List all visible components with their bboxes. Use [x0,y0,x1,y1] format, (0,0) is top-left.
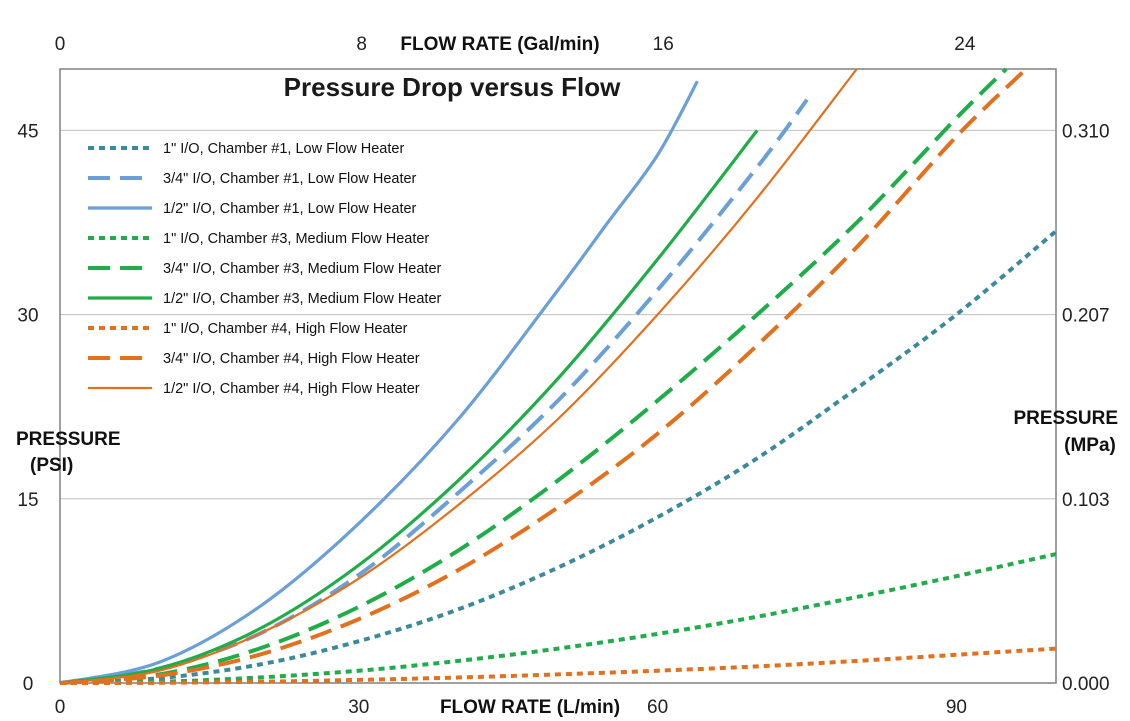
series-line-7 [59,646,1057,685]
x2-tick-label: 0 [55,34,66,55]
series-line-6 [59,129,759,685]
y2-tick-label: 0.000 [1062,674,1110,695]
chart-title: Pressure Drop versus Flow [284,72,621,102]
series-lines [59,67,1058,685]
gridlines [60,129,1056,500]
y-axis-title-line2: (PSI) [30,455,73,476]
legend-entry-label: 1" I/O, Chamber #1, Low Flow Heater [163,141,404,157]
y-tick-label: 0 [23,674,34,695]
legend: 1" I/O, Chamber #1, Low Flow Heater 3/4" … [88,141,442,397]
x-tick-label: 60 [647,697,668,718]
plot-frame [59,68,1057,684]
series-line-4 [59,552,1057,685]
series-line-5 [59,67,1008,685]
series-line-9 [59,68,858,685]
legend-entry-label: 1" I/O, Chamber #4, High Flow Heater [163,321,408,337]
legend-entry-label: 3/4" I/O, Chamber #3, Medium Flow Heater [163,261,442,277]
y2-axis-title-line2: (MPa) [1064,435,1116,456]
y2-axis-title-line1: PRESSURE [1013,408,1118,429]
tick-labels: 0 15 30 45 0.000 0.103 0.207 0.310 0 30 60 90 0 8 16 24 [17,34,1109,718]
legend-entry-label: 1" I/O, Chamber #3, Medium Flow Heater [163,231,429,247]
y-axis-title-line1: PRESSURE [16,429,121,450]
x2-tick-label: 8 [356,34,367,55]
x-axis-title: FLOW RATE (L/min) [440,697,620,718]
series-line-1 [59,229,1058,685]
y-tick-label: 15 [17,490,38,511]
x2-tick-label: 16 [653,34,674,55]
y-tick-label: 30 [17,306,38,327]
series-line-8 [59,67,1028,685]
x-tick-label: 30 [348,697,369,718]
series-line-3 [59,80,699,685]
x2-tick-label: 24 [954,34,976,55]
legend-entry-label: 1/2" I/O, Chamber #3, Medium Flow Heater [163,291,442,307]
y2-tick-label: 0.103 [1062,490,1110,511]
x2-axis-title: FLOW RATE (Gal/min) [400,34,599,55]
y2-tick-label: 0.207 [1062,306,1110,327]
y2-tick-label: 0.310 [1062,121,1110,142]
x-tick-label: 0 [55,697,66,718]
legend-entry-label: 3/4" I/O, Chamber #1, Low Flow Heater [163,171,417,187]
legend-entry-label: 3/4" I/O, Chamber #4, High Flow Heater [163,351,420,367]
legend-entry-label: 1/2" I/O, Chamber #1, Low Flow Heater [163,201,417,217]
legend-entry-label: 1/2" I/O, Chamber #4, High Flow Heater [163,381,420,397]
x-tick-label: 90 [946,697,967,718]
y-tick-label: 45 [17,121,38,142]
